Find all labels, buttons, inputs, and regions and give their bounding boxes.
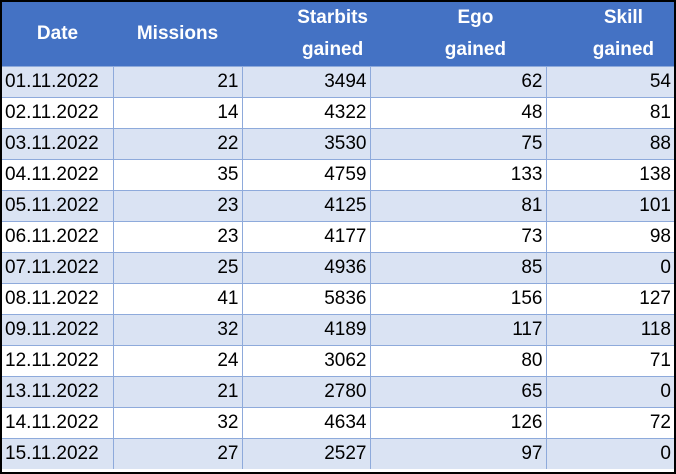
starbits-cell[interactable]: 3494	[242, 66, 371, 98]
ego-cell[interactable]: 156	[370, 283, 547, 315]
header-missions[interactable]: Missions	[113, 2, 242, 67]
table-row: 06.11.2022 23 4177 73 98	[2, 221, 674, 253]
header-date-label: Date	[36, 23, 79, 44]
starbits-cell[interactable]: 3530	[242, 128, 371, 160]
ego-cell[interactable]: 75	[370, 128, 547, 160]
header-ego-line1: Ego	[457, 7, 494, 28]
table-body: 01.11.2022 21 3494 62 54 02.11.2022 14 4322 48 81…	[2, 66, 674, 469]
starbits-cell[interactable]: 2527	[242, 438, 371, 469]
header-starbits-line2: gained	[302, 39, 364, 60]
missions-cell[interactable]: 32	[113, 407, 243, 439]
ego-cell[interactable]: 80	[370, 345, 547, 377]
starbits-cell[interactable]: 4125	[242, 190, 371, 222]
table-row: 09.11.2022 32 4189 117 118	[2, 314, 674, 346]
starbits-cell[interactable]: 4759	[242, 159, 371, 191]
missions-table: Date Missions Starbits gained Ego gained	[2, 2, 674, 469]
starbits-cell[interactable]: 4322	[242, 97, 371, 129]
header-ego-gained[interactable]: Ego gained	[370, 2, 546, 67]
date-cell[interactable]: 09.11.2022	[2, 314, 114, 346]
date-cell[interactable]: 05.11.2022	[2, 190, 114, 222]
date-cell[interactable]: 14.11.2022	[2, 407, 114, 439]
ego-cell[interactable]: 73	[370, 221, 547, 253]
table-row: 15.11.2022 27 2527 97 0	[2, 438, 674, 469]
skill-cell[interactable]: 0	[546, 376, 674, 408]
starbits-cell[interactable]: 5836	[242, 283, 371, 315]
table-row: 03.11.2022 22 3530 75 88	[2, 128, 674, 160]
missions-cell[interactable]: 41	[113, 283, 243, 315]
skill-cell[interactable]: 101	[546, 190, 674, 222]
table-row: 05.11.2022 23 4125 81 101	[2, 190, 674, 222]
starbits-cell[interactable]: 4936	[242, 252, 371, 284]
missions-cell[interactable]: 21	[113, 376, 243, 408]
missions-cell[interactable]: 23	[113, 190, 243, 222]
date-cell[interactable]: 08.11.2022	[2, 283, 114, 315]
skill-cell[interactable]: 118	[546, 314, 674, 346]
date-cell[interactable]: 04.11.2022	[2, 159, 114, 191]
ego-cell[interactable]: 133	[370, 159, 547, 191]
table-row: 12.11.2022 24 3062 80 71	[2, 345, 674, 377]
header-skill-line2: gained	[592, 39, 654, 60]
header-row: Date Missions Starbits gained Ego gained	[2, 2, 674, 67]
missions-cell[interactable]: 25	[113, 252, 243, 284]
header-date[interactable]: Date	[2, 2, 113, 67]
skill-cell[interactable]: 0	[546, 252, 674, 284]
missions-cell[interactable]: 27	[113, 438, 243, 469]
ego-cell[interactable]: 117	[370, 314, 547, 346]
date-cell[interactable]: 12.11.2022	[2, 345, 114, 377]
header-starbits-line1: Starbits	[297, 7, 368, 28]
skill-cell[interactable]: 71	[546, 345, 674, 377]
skill-cell[interactable]: 54	[546, 66, 674, 98]
date-cell[interactable]: 13.11.2022	[2, 376, 114, 408]
starbits-cell[interactable]: 4189	[242, 314, 371, 346]
missions-cell[interactable]: 22	[113, 128, 243, 160]
table-row: 08.11.2022 41 5836 156 127	[2, 283, 674, 315]
missions-cell[interactable]: 24	[113, 345, 243, 377]
missions-cell[interactable]: 21	[113, 66, 243, 98]
skill-cell[interactable]: 98	[546, 221, 674, 253]
skill-cell[interactable]: 81	[546, 97, 674, 129]
table-row: 13.11.2022 21 2780 65 0	[2, 376, 674, 408]
header-skill-gained[interactable]: Skill gained	[546, 2, 674, 67]
skill-cell[interactable]: 138	[546, 159, 674, 191]
skill-cell[interactable]: 88	[546, 128, 674, 160]
starbits-cell[interactable]: 2780	[242, 376, 371, 408]
date-cell[interactable]: 02.11.2022	[2, 97, 114, 129]
date-cell[interactable]: 07.11.2022	[2, 252, 114, 284]
date-cell[interactable]: 03.11.2022	[2, 128, 114, 160]
skill-cell[interactable]: 0	[546, 438, 674, 469]
missions-cell[interactable]: 23	[113, 221, 243, 253]
date-cell[interactable]: 06.11.2022	[2, 221, 114, 253]
ego-cell[interactable]: 97	[370, 438, 547, 469]
ego-cell[interactable]: 48	[370, 97, 547, 129]
ego-cell[interactable]: 85	[370, 252, 547, 284]
table-row: 04.11.2022 35 4759 133 138	[2, 159, 674, 191]
date-cell[interactable]: 01.11.2022	[2, 66, 114, 98]
starbits-cell[interactable]: 3062	[242, 345, 371, 377]
ego-cell[interactable]: 65	[370, 376, 547, 408]
ego-cell[interactable]: 81	[370, 190, 547, 222]
table-row: 14.11.2022 32 4634 126 72	[2, 407, 674, 439]
header-skill-line1: Skill	[603, 7, 643, 28]
starbits-cell[interactable]: 4177	[242, 221, 371, 253]
starbits-cell[interactable]: 4634	[242, 407, 371, 439]
ego-cell[interactable]: 126	[370, 407, 547, 439]
missions-cell[interactable]: 32	[113, 314, 243, 346]
skill-cell[interactable]: 72	[546, 407, 674, 439]
skill-cell[interactable]: 127	[546, 283, 674, 315]
missions-cell[interactable]: 35	[113, 159, 243, 191]
table-row: 02.11.2022 14 4322 48 81	[2, 97, 674, 129]
header-missions-label: Missions	[136, 23, 219, 44]
ego-cell[interactable]: 62	[370, 66, 547, 98]
table-row: 01.11.2022 21 3494 62 54	[2, 66, 674, 98]
missions-cell[interactable]: 14	[113, 97, 243, 129]
header-starbits-gained[interactable]: Starbits gained	[242, 2, 370, 67]
date-cell[interactable]: 15.11.2022	[2, 438, 114, 469]
table-row: 07.11.2022 25 4936 85 0	[2, 252, 674, 284]
header-ego-line2: gained	[444, 39, 506, 60]
